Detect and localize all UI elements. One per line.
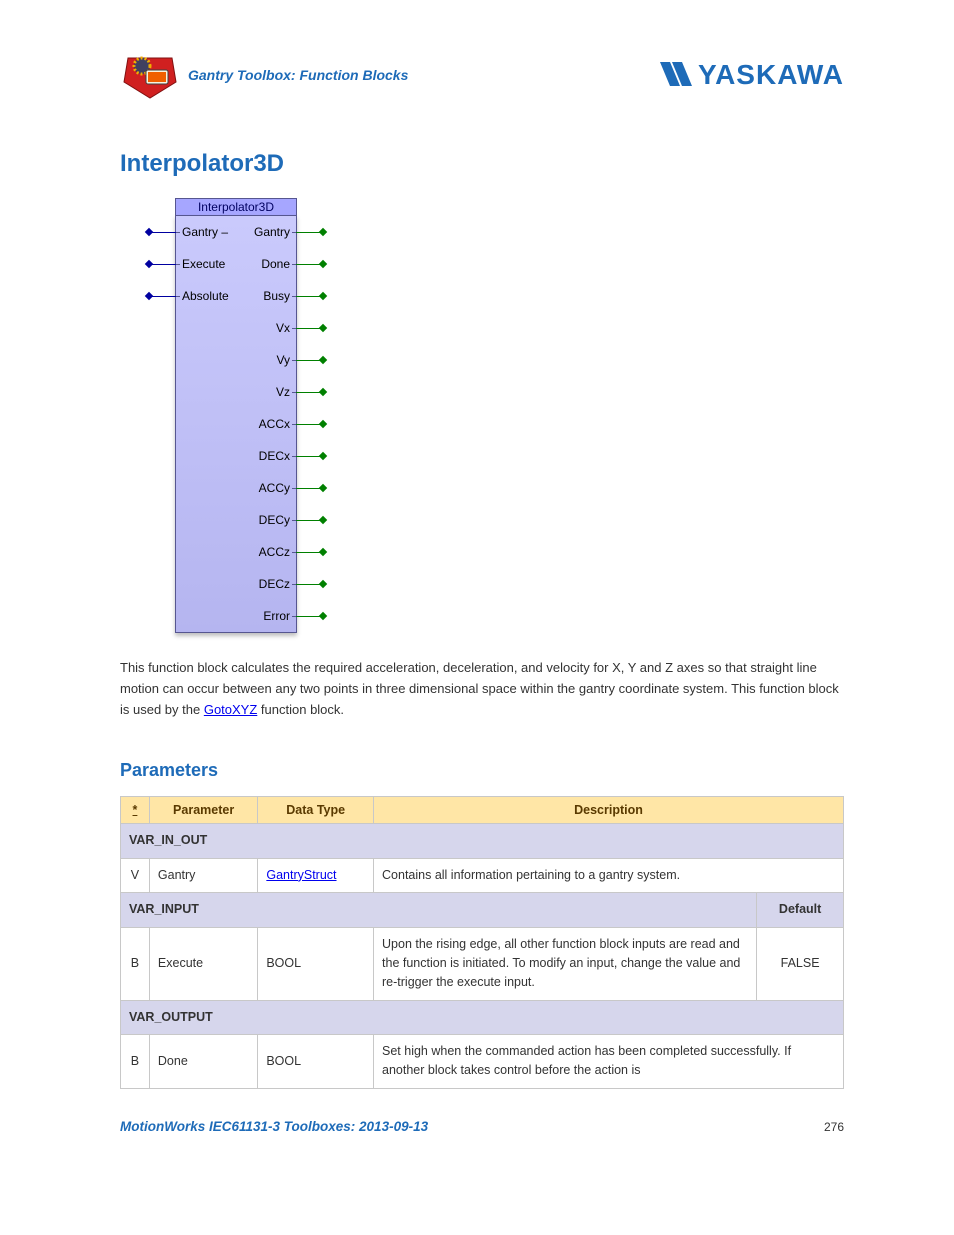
fb-output-label: DECz (259, 577, 290, 591)
page-footer: MotionWorks IEC61131-3 Toolboxes: 2013-0… (120, 1119, 844, 1134)
yaskawa-logo-text: YASKAWA (698, 59, 844, 91)
fb-output-label: Vy (276, 353, 290, 367)
cell-param: Execute (149, 927, 257, 1000)
th-type: Data Type (258, 797, 374, 824)
cell-desc: Contains all information pertaining to a… (374, 858, 844, 892)
fb-input-label: Execute (182, 257, 225, 271)
fb-port-row: Absolute Busy (176, 280, 296, 312)
yaskawa-logo: YASKAWA (658, 59, 844, 91)
fb-output-pin-icon (296, 453, 326, 459)
fb-port-row: DECy (176, 504, 296, 536)
section-default-label: Default (757, 893, 844, 927)
fb-port-row: DECx (176, 440, 296, 472)
fb-output-label: Done (261, 257, 290, 271)
fb-input-label: Absolute (182, 289, 229, 303)
section-label: VAR_OUTPUT (121, 1000, 844, 1034)
fb-output-label: DECx (259, 449, 290, 463)
cell-star: B (121, 1035, 150, 1089)
cell-desc: Upon the rising edge, all other function… (374, 927, 757, 1000)
fb-output-pin-icon (296, 613, 326, 619)
gotoxyz-link[interactable]: GotoXYZ (204, 702, 257, 717)
fb-port-row: Vz (176, 376, 296, 408)
fb-input-pin-icon (146, 261, 176, 267)
fb-input-pin-icon (146, 229, 176, 235)
table-header-row: * Parameter Data Type Description (121, 797, 844, 824)
fb-port-row: Execute Done (176, 248, 296, 280)
fb-port-row: Vy (176, 344, 296, 376)
description-text-post: function block. (261, 702, 344, 717)
parameters-table: * Parameter Data Type Description VAR_IN… (120, 796, 844, 1088)
cell-type: BOOL (258, 927, 374, 1000)
fb-output-label: ACCz (259, 545, 290, 559)
fb-input-pin-icon (146, 293, 176, 299)
section-label: VAR_IN_OUT (121, 824, 844, 858)
th-desc: Description (374, 797, 844, 824)
fb-output-pin-icon (296, 325, 326, 331)
section-var-output: VAR_OUTPUT (121, 1000, 844, 1034)
th-star: * (121, 797, 150, 824)
cell-param: Gantry (149, 858, 257, 892)
fb-port-row: ACCz (176, 536, 296, 568)
cell-type: GantryStruct (258, 858, 374, 892)
cell-star: B (121, 927, 150, 1000)
section-var-input: VAR_INPUT Default (121, 893, 844, 927)
fb-input-label: Gantry – (182, 225, 228, 239)
fb-output-label: Vz (276, 385, 290, 399)
fb-output-pin-icon (296, 421, 326, 427)
page-title: Interpolator3D (120, 150, 844, 178)
fb-port-row: Vx (176, 312, 296, 344)
fb-title: Interpolator3D (175, 198, 297, 215)
table-row: V Gantry GantryStruct Contains all infor… (121, 858, 844, 892)
fb-output-label: ACCx (259, 417, 290, 431)
page-header: Gantry Toolbox: Function Blocks YASKAWA (120, 50, 844, 100)
fb-output-pin-icon (296, 517, 326, 523)
fb-output-pin-icon (296, 261, 326, 267)
fb-port-row: DECz (176, 568, 296, 600)
function-block-diagram: Interpolator3D Gantry – Gantry Execute Done… (145, 198, 844, 633)
app-logo-icon (120, 50, 180, 100)
cell-star: V (121, 858, 150, 892)
cell-default: FALSE (757, 927, 844, 1000)
footer-title: MotionWorks IEC61131-3 Toolboxes: 2013-0… (120, 1119, 428, 1134)
fb-output-label: DECy (259, 513, 290, 527)
fb-output-pin-icon (296, 293, 326, 299)
cell-desc: Set high when the commanded action has b… (374, 1035, 844, 1089)
fb-port-row: ACCx (176, 408, 296, 440)
fb-output-pin-icon (296, 389, 326, 395)
yaskawa-mark-icon (658, 60, 692, 90)
fb-output-label: Gantry (254, 225, 290, 239)
fb-output-pin-icon (296, 549, 326, 555)
section-var-in-out: VAR_IN_OUT (121, 824, 844, 858)
fb-body: Gantry – Gantry Execute Done Absolute Busy Vx V… (175, 215, 297, 633)
header-subtitle: Gantry Toolbox: Function Blocks (188, 67, 408, 83)
fb-port-row: Error (176, 600, 296, 632)
fb-output-pin-icon (296, 485, 326, 491)
fb-output-pin-icon (296, 229, 326, 235)
th-param: Parameter (149, 797, 257, 824)
parameters-heading: Parameters (120, 760, 844, 781)
fb-output-label: Error (263, 609, 290, 623)
header-left: Gantry Toolbox: Function Blocks (120, 50, 408, 100)
fb-output-label: Busy (263, 289, 290, 303)
cell-param: Done (149, 1035, 257, 1089)
fb-output-pin-icon (296, 357, 326, 363)
table-row: B Execute BOOL Upon the rising edge, all… (121, 927, 844, 1000)
table-row: B Done BOOL Set high when the commanded … (121, 1035, 844, 1089)
fb-port-row: Gantry – Gantry (176, 216, 296, 248)
fb-output-label: ACCy (259, 481, 290, 495)
footer-page-number: 276 (824, 1120, 844, 1134)
fb-port-row: ACCy (176, 472, 296, 504)
cell-type: BOOL (258, 1035, 374, 1089)
fb-output-label: Vx (276, 321, 290, 335)
fb-output-pin-icon (296, 581, 326, 587)
gantrystruct-link[interactable]: GantryStruct (266, 868, 336, 882)
description-paragraph: This function block calculates the requi… (120, 658, 844, 720)
section-label: VAR_INPUT (121, 893, 757, 927)
